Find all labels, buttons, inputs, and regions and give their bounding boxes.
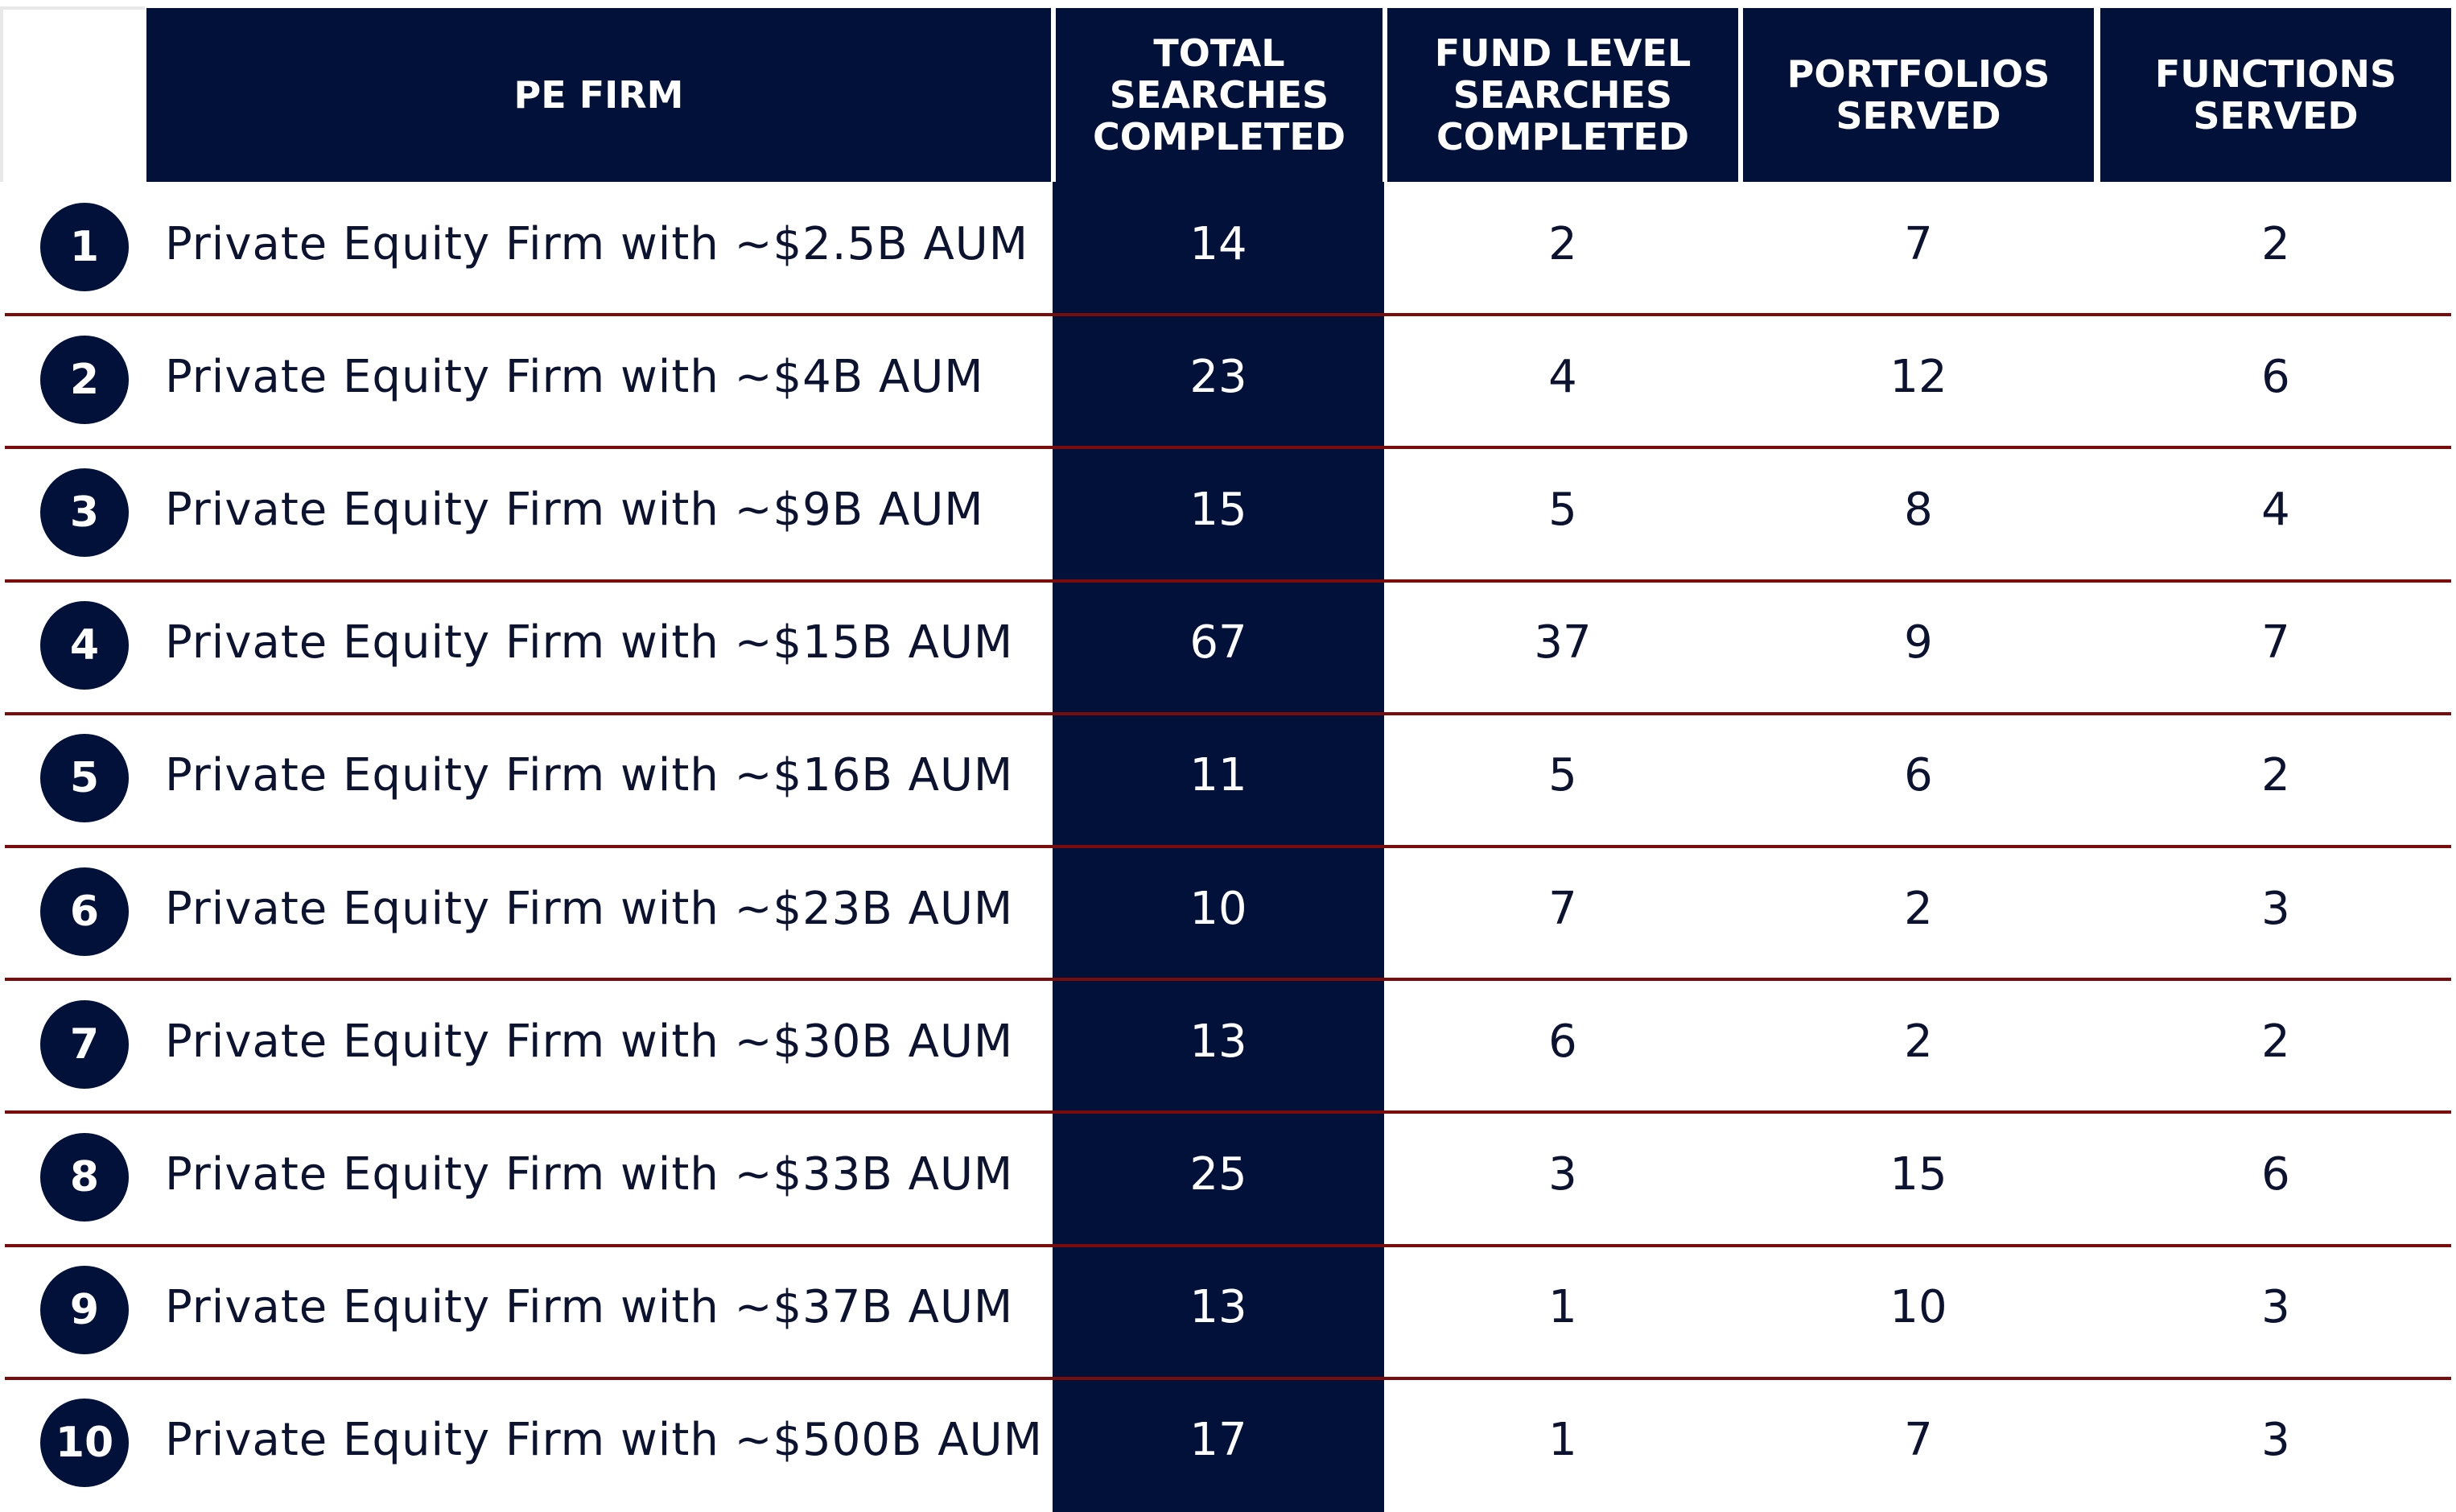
firm-name: Private Equity Firm with ~$500B AUM [165,1414,1043,1467]
fund-level-searches-value: 37 [1534,616,1592,669]
firm-name: Private Equity Firm with ~$16B AUM [165,749,1014,802]
rank-badge: 9 [40,1266,129,1355]
header-functions-served: FUNCTIONS SERVED [2100,8,2451,182]
functions-served-value: 6 [2261,350,2290,403]
portfolios-served-value: 8 [1904,484,1933,536]
row-separator [5,579,2451,583]
firm-name: Private Equity Firm with ~$2.5B AUM [165,217,1029,270]
functions-served-value: 6 [2261,1148,2290,1201]
firm-name: Private Equity Firm with ~$4B AUM [165,350,984,403]
functions-served-value: 4 [2261,484,2290,536]
row-separator [5,711,2451,715]
firm-name: Private Equity Firm with ~$37B AUM [165,1281,1014,1334]
fund-level-searches-value: 4 [1548,350,1577,403]
functions-served-value: 3 [2261,882,2290,935]
fund-level-searches-value: 7 [1548,882,1577,935]
header-pe-firm: PE FIRM [146,8,1051,182]
total-searches-value: 67 [1189,616,1247,669]
fund-level-searches-value: 3 [1548,1148,1577,1201]
row-separator [5,1110,2451,1114]
header-fund-level-searches: FUND LEVEL SEARCHES COMPLETED [1387,8,1738,182]
total-searches-value: 10 [1189,882,1247,935]
firm-name: Private Equity Firm with ~$23B AUM [165,882,1014,935]
rank-badge: 4 [40,601,129,690]
portfolios-served-value: 10 [1889,1281,1947,1334]
rank-badge: 7 [40,999,129,1089]
portfolios-served-value: 15 [1889,1148,1947,1201]
fund-level-searches-value: 6 [1548,1015,1577,1068]
row-separator [5,1376,2451,1380]
firm-name: Private Equity Firm with ~$15B AUM [165,616,1014,669]
portfolios-served-value: 2 [1904,1015,1933,1068]
firm-name: Private Equity Firm with ~$9B AUM [165,484,984,536]
rank-badge: 5 [40,734,129,823]
functions-served-value: 3 [2261,1281,2290,1334]
rank-badge: 8 [40,1133,129,1222]
total-searches-value: 17 [1189,1414,1247,1467]
functions-served-value: 3 [2261,1414,2290,1467]
fund-level-searches-value: 1 [1548,1414,1577,1467]
functions-served-value: 7 [2261,616,2290,669]
fund-level-searches-value: 5 [1548,749,1577,802]
fund-level-searches-value: 2 [1548,217,1577,270]
total-searches-value: 23 [1189,350,1247,403]
total-searches-value: 13 [1189,1281,1247,1334]
functions-served-value: 2 [2261,217,2290,270]
firm-name: Private Equity Firm with ~$30B AUM [165,1015,1014,1068]
rank-badge: 1 [40,202,129,291]
firm-name: Private Equity Firm with ~$33B AUM [165,1148,1014,1201]
rank-badge: 6 [40,867,129,956]
total-searches-value: 13 [1189,1015,1247,1068]
fund-level-searches-value: 1 [1548,1281,1577,1334]
portfolios-served-value: 7 [1904,1414,1933,1467]
row-separator [5,1243,2451,1247]
table-corner-cell [0,6,145,182]
row-separator [5,313,2451,317]
row-separator [5,978,2451,982]
fund-level-searches-value: 5 [1548,484,1577,536]
functions-served-value: 2 [2261,749,2290,802]
total-searches-value: 11 [1189,749,1247,802]
row-separator [5,446,2451,450]
portfolios-served-value: 6 [1904,749,1933,802]
portfolios-served-value: 12 [1889,350,1947,403]
row-separator [5,845,2451,848]
total-searches-value: 25 [1189,1148,1247,1201]
rank-badge: 10 [40,1399,129,1488]
header-portfolios-served: PORTFOLIOS SERVED [1743,8,2094,182]
portfolios-served-value: 9 [1904,616,1933,669]
header-total-searches: TOTAL SEARCHES COMPLETED [1056,8,1383,182]
portfolios-served-value: 7 [1904,217,1933,270]
functions-served-value: 2 [2261,1015,2290,1068]
total-searches-value: 15 [1189,484,1247,536]
rank-badge: 3 [40,468,129,557]
total-searches-value: 14 [1189,217,1247,270]
rank-badge: 2 [40,335,129,424]
portfolios-served-value: 2 [1904,882,1933,935]
